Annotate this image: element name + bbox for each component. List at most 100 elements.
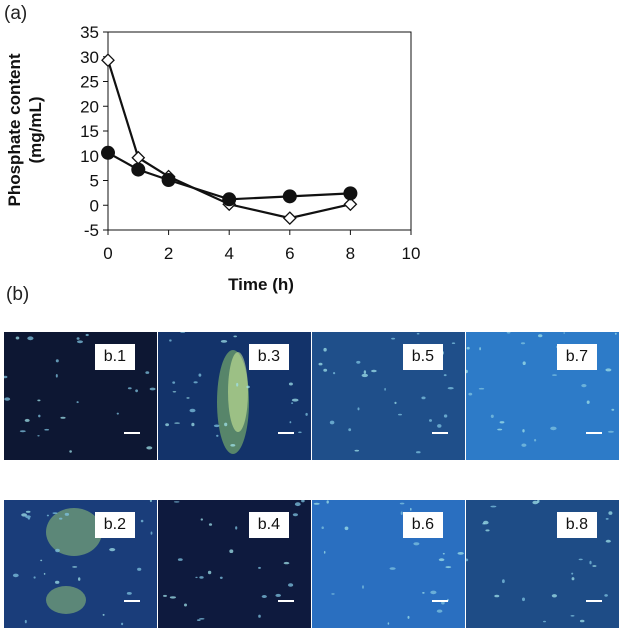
cell-speck <box>326 500 329 504</box>
cell-speck <box>323 368 328 372</box>
cell-speck <box>605 539 611 543</box>
cell-speck <box>579 619 585 623</box>
micrograph-b5: b.5 <box>312 332 465 460</box>
scale-bar <box>432 600 448 602</box>
data-point-filled-circle <box>343 186 358 201</box>
cell-speck <box>127 387 132 390</box>
cell-speck <box>78 577 81 581</box>
scale-bar <box>586 600 602 602</box>
cell-speck <box>199 618 205 620</box>
cell-speck <box>291 402 294 404</box>
cell-speck <box>69 450 72 453</box>
cell-speck <box>172 381 176 384</box>
cell-speck <box>614 332 617 335</box>
cell-speck <box>261 595 267 598</box>
cell-speck <box>258 614 261 618</box>
cell-speck <box>294 502 301 507</box>
cell-speck <box>174 422 180 424</box>
cell-speck <box>313 502 320 505</box>
data-point-open-diamond <box>343 197 358 212</box>
cell-speck <box>387 622 390 625</box>
cell-speck <box>43 572 46 575</box>
cell-speck <box>522 429 525 433</box>
cell-speck <box>466 558 469 562</box>
cell-speck <box>362 585 364 589</box>
micrograph-label: b.5 <box>402 344 443 370</box>
panel-a-label: (a) <box>4 3 28 24</box>
y-tick-label: 10 <box>80 147 99 166</box>
x-tick-label: 10 <box>402 244 421 263</box>
data-point-filled-circle <box>101 145 115 160</box>
cell-speck <box>292 513 298 517</box>
y-tick-label: 15 <box>80 122 99 141</box>
cell-speck <box>422 592 425 594</box>
cell-speck <box>605 368 612 372</box>
cell-speck <box>468 392 473 396</box>
cell-speck <box>230 444 236 447</box>
y-axis-title-group: Phosphate content (mg/mL) <box>5 53 45 206</box>
cell-speck <box>361 373 368 378</box>
cell-speck <box>44 428 50 431</box>
cell-speck <box>191 422 195 427</box>
cell-speck <box>169 596 176 599</box>
micrograph-b3: b.3 <box>158 332 311 460</box>
cell-speck <box>447 387 454 390</box>
cell-speck <box>207 570 212 575</box>
cell-speck <box>611 408 615 411</box>
data-point-open-diamond <box>282 211 297 226</box>
cell-speck <box>25 510 31 513</box>
cell-speck <box>607 430 614 433</box>
data-point-filled-circle <box>282 189 297 204</box>
cell-speck <box>520 342 526 345</box>
cell-speck <box>421 396 426 400</box>
cell-speck <box>305 412 308 416</box>
cell-speck <box>410 507 412 511</box>
cell-speck <box>64 512 70 516</box>
cell-speck <box>399 502 405 505</box>
data-point-filled-circle <box>131 162 146 177</box>
cell-speck <box>288 583 294 587</box>
phosphate-chart: Phosphate content (mg/mL) Time (h) -5051… <box>5 23 421 294</box>
cell-speck <box>169 339 172 342</box>
cell-speck <box>27 336 34 341</box>
plot-area-frame <box>107 31 412 231</box>
cell-speck <box>552 374 557 376</box>
micrograph-b4: b.4 <box>158 500 311 628</box>
cell-speck <box>258 566 261 569</box>
cell-speck <box>331 593 335 595</box>
cell-speck <box>15 336 20 340</box>
cell-speck <box>436 609 443 613</box>
micrograph-label: b.2 <box>94 512 135 538</box>
cell-speck <box>196 619 201 621</box>
cell-speck <box>479 347 481 351</box>
cell-speck <box>604 594 608 597</box>
cell-speck <box>485 529 490 532</box>
scale-bar <box>278 600 294 602</box>
cell-speck <box>400 511 403 515</box>
cell-speck <box>407 615 410 619</box>
cell-speck <box>149 500 152 503</box>
cell-speck <box>483 520 489 525</box>
cell-speck <box>4 397 11 401</box>
cell-speck <box>76 401 79 404</box>
cell-speck <box>445 566 452 569</box>
cell-speck <box>321 526 324 529</box>
cell-speck <box>195 576 198 579</box>
cell-speck <box>224 422 228 427</box>
x-tick-label: 0 <box>103 244 112 263</box>
cell-speck <box>571 572 574 575</box>
cell-speck <box>236 382 239 387</box>
cell-speck <box>38 414 41 418</box>
cell-speck <box>344 526 349 531</box>
y-tick-label: 25 <box>80 73 99 92</box>
cell-speck <box>163 594 167 597</box>
cell-speck <box>502 579 505 584</box>
cell-speck <box>329 420 335 425</box>
cell-speck <box>213 424 220 428</box>
cell-speck <box>219 576 223 579</box>
cell-speck <box>443 414 448 418</box>
cell-speck <box>589 560 592 565</box>
cell-speck <box>137 567 142 571</box>
cell-speck <box>24 619 27 624</box>
x-axis-title: Time (h) <box>228 275 294 294</box>
